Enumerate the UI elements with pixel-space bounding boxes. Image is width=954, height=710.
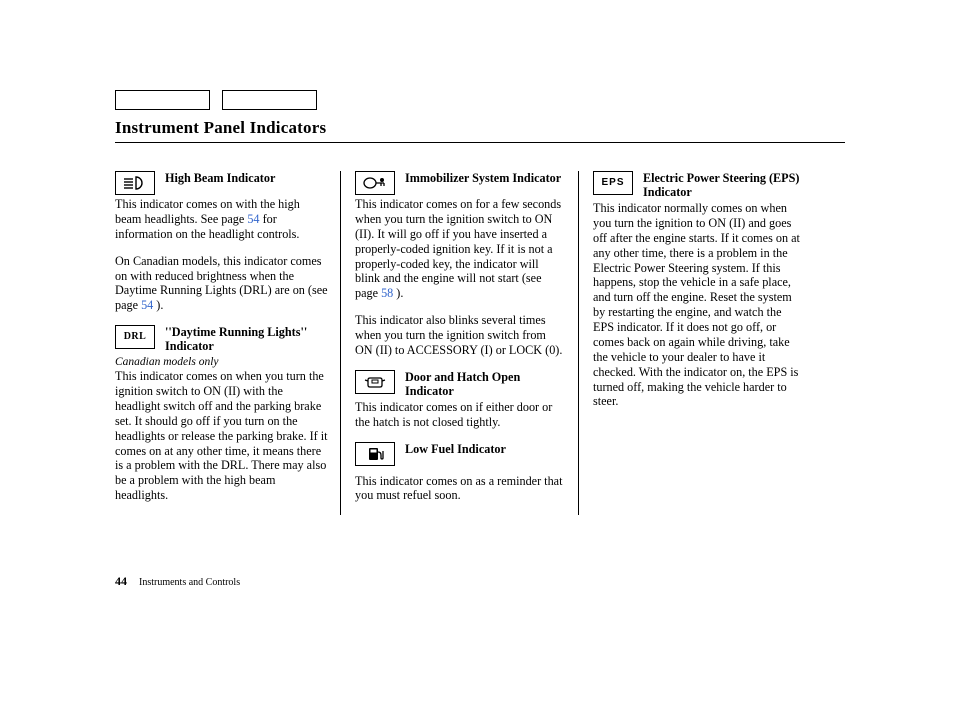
immobilizer-icon	[355, 171, 395, 195]
paragraph: This indicator comes on when you turn th…	[115, 369, 328, 503]
header-boxes	[115, 90, 845, 110]
paragraph: This indicator normally comes on when yo…	[593, 201, 804, 409]
page-number: 44	[115, 574, 127, 589]
section-title: Electric Power Steering (EPS) Indicator	[643, 171, 804, 199]
column-1: High Beam Indicator This indicator comes…	[115, 171, 340, 515]
page-reference[interactable]: 54	[247, 212, 259, 226]
paragraph: This indicator comes on for a few second…	[355, 197, 566, 301]
model-note: Canadian models only	[115, 355, 328, 369]
header-box	[222, 90, 317, 110]
door-open-icon	[355, 370, 395, 394]
column-3: EPS Electric Power Steering (EPS) Indica…	[578, 171, 816, 515]
section-head-door: Door and Hatch Open Indicator	[355, 370, 566, 398]
paragraph: This indicator comes on as a reminder th…	[355, 474, 566, 504]
section-head-eps: EPS Electric Power Steering (EPS) Indica…	[593, 171, 804, 199]
section-head-high-beam: High Beam Indicator	[115, 171, 328, 195]
low-fuel-icon	[355, 442, 395, 466]
text: ).	[396, 286, 403, 300]
section-head-fuel: Low Fuel Indicator	[355, 442, 566, 466]
header-box	[115, 90, 210, 110]
page-title: Instrument Panel Indicators	[115, 118, 845, 143]
section-title: Low Fuel Indicator	[405, 442, 506, 456]
page-footer: 44 Instruments and Controls	[115, 574, 240, 589]
page-reference[interactable]: 58	[381, 286, 393, 300]
eps-icon: EPS	[593, 171, 633, 195]
section-title: ''Daytime Running Lights'' Indicator	[165, 325, 328, 353]
section-head-drl: DRL ''Daytime Running Lights'' Indicator	[115, 325, 328, 353]
page-content: Instrument Panel Indicators High Beam In…	[115, 90, 845, 515]
section-title: Immobilizer System Indicator	[405, 171, 561, 185]
footer-section-text: Instruments and Controls	[139, 577, 240, 588]
paragraph: This indicator comes on with the high be…	[115, 197, 328, 242]
paragraph: On Canadian models, this indicator comes…	[115, 254, 328, 314]
page-reference[interactable]: 54	[141, 298, 153, 312]
high-beam-icon	[115, 171, 155, 195]
column-2: Immobilizer System Indicator This indica…	[340, 171, 578, 515]
paragraph: This indicator comes on if either door o…	[355, 400, 566, 430]
section-title: Door and Hatch Open Indicator	[405, 370, 566, 398]
text: This indicator comes on for a few second…	[355, 197, 561, 300]
columns: High Beam Indicator This indicator comes…	[115, 171, 845, 515]
text: ).	[156, 298, 163, 312]
drl-icon: DRL	[115, 325, 155, 349]
section-head-immobilizer: Immobilizer System Indicator	[355, 171, 566, 195]
paragraph: This indicator also blinks several times…	[355, 313, 566, 358]
section-title: High Beam Indicator	[165, 171, 275, 185]
